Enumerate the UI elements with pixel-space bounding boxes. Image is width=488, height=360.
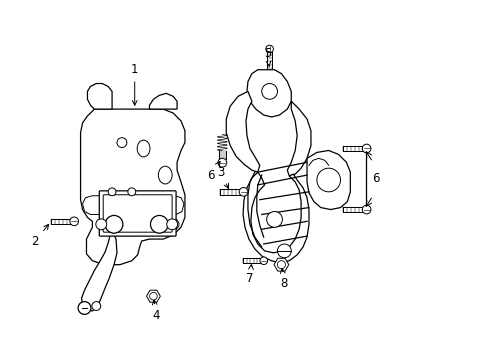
Circle shape <box>261 84 277 99</box>
Polygon shape <box>166 196 183 215</box>
Circle shape <box>265 45 273 53</box>
Circle shape <box>266 212 282 227</box>
Polygon shape <box>246 70 291 117</box>
Polygon shape <box>243 172 308 263</box>
Circle shape <box>316 168 340 192</box>
Circle shape <box>218 158 226 167</box>
Circle shape <box>362 144 370 153</box>
Circle shape <box>277 244 291 258</box>
Circle shape <box>150 215 168 233</box>
Polygon shape <box>273 258 288 271</box>
Polygon shape <box>81 235 117 311</box>
Ellipse shape <box>159 217 179 231</box>
Circle shape <box>108 188 116 196</box>
Circle shape <box>92 302 101 310</box>
Text: 5: 5 <box>264 48 271 66</box>
Polygon shape <box>287 101 310 176</box>
Circle shape <box>362 205 370 214</box>
Text: 7: 7 <box>245 265 253 285</box>
FancyBboxPatch shape <box>99 191 176 236</box>
Text: 6: 6 <box>206 162 220 181</box>
Polygon shape <box>306 150 349 210</box>
Circle shape <box>78 302 91 314</box>
Polygon shape <box>81 109 184 265</box>
Text: 3: 3 <box>216 166 228 188</box>
Circle shape <box>105 215 122 233</box>
Ellipse shape <box>137 140 150 157</box>
Polygon shape <box>82 196 100 215</box>
Text: 8: 8 <box>280 269 287 290</box>
Circle shape <box>96 219 106 230</box>
Circle shape <box>239 188 247 196</box>
Circle shape <box>260 257 267 265</box>
Text: 1: 1 <box>131 63 138 105</box>
Text: 6: 6 <box>371 171 379 185</box>
Text: 4: 4 <box>152 300 160 322</box>
Circle shape <box>117 138 126 148</box>
Polygon shape <box>149 93 177 109</box>
Ellipse shape <box>158 166 172 184</box>
Polygon shape <box>105 219 168 229</box>
Circle shape <box>127 188 136 196</box>
Polygon shape <box>226 91 259 172</box>
Text: 2: 2 <box>31 224 48 248</box>
Circle shape <box>70 217 79 226</box>
Polygon shape <box>146 290 160 302</box>
Polygon shape <box>87 84 112 109</box>
Circle shape <box>166 219 177 230</box>
